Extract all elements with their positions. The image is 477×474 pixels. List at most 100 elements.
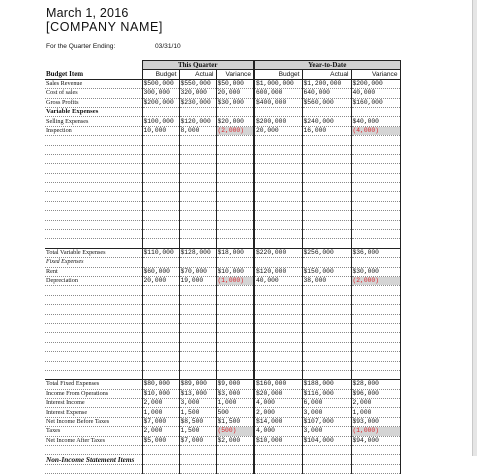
row-value-cell[interactable] — [253, 173, 302, 184]
row-value-cell[interactable]: 1,000 — [141, 407, 179, 418]
row-value-cell[interactable] — [301, 229, 351, 240]
row-value-cell[interactable] — [301, 342, 351, 353]
row-value-cell[interactable] — [178, 145, 216, 155]
row-value-cell[interactable] — [178, 201, 216, 212]
row-value-cell[interactable] — [350, 210, 401, 221]
row-value-cell[interactable]: $9,000 — [215, 379, 254, 390]
row-value-cell[interactable] — [253, 314, 302, 324]
row-value-cell[interactable] — [350, 342, 401, 353]
row-value-cell[interactable]: 320,000 — [178, 88, 216, 99]
row-value-cell[interactable]: 1,500 — [178, 426, 216, 437]
row-label[interactable]: Gross Profits — [45, 98, 142, 108]
row-value-cell[interactable] — [301, 361, 351, 371]
row-label[interactable] — [45, 323, 142, 334]
row-value-cell[interactable] — [301, 351, 351, 362]
row-value-cell[interactable]: 2,000 — [253, 407, 302, 418]
row-value-cell[interactable]: $150,000 — [301, 267, 351, 278]
row-value-cell[interactable]: $550,000 — [178, 79, 216, 90]
row-value-cell[interactable]: $256,000 — [301, 247, 351, 259]
row-label[interactable] — [45, 361, 142, 371]
row-value-cell[interactable]: $107,000 — [301, 417, 351, 428]
row-label[interactable]: Non-Income Statement Items — [45, 454, 142, 465]
row-value-cell[interactable] — [253, 191, 302, 202]
row-value-cell[interactable] — [141, 304, 179, 315]
row-value-cell[interactable] — [215, 163, 254, 174]
row-value-cell[interactable] — [141, 257, 179, 268]
row-value-cell[interactable]: $36,000 — [350, 247, 401, 259]
row-value-cell[interactable] — [253, 220, 302, 231]
row-value-cell[interactable] — [141, 173, 179, 184]
row-value-cell[interactable] — [301, 257, 351, 268]
row-value-cell[interactable]: 40,000 — [253, 276, 302, 287]
row-value-cell[interactable] — [178, 163, 216, 174]
row-value-cell[interactable] — [253, 351, 302, 362]
row-label[interactable]: Fixed Expenses — [45, 257, 142, 268]
row-value-cell[interactable] — [141, 314, 179, 324]
row-value-cell[interactable]: $89,000 — [178, 379, 216, 390]
row-value-cell[interactable] — [141, 135, 179, 146]
row-value-cell[interactable] — [301, 163, 351, 174]
row-value-cell[interactable]: $60,000 — [141, 267, 179, 278]
row-value-cell[interactable]: $160,000 — [350, 98, 401, 108]
row-value-cell[interactable] — [141, 210, 179, 221]
row-label[interactable] — [45, 285, 142, 296]
row-value-cell[interactable] — [350, 351, 401, 362]
row-value-cell[interactable] — [215, 304, 254, 315]
row-value-cell[interactable] — [350, 285, 401, 296]
row-value-cell[interactable]: $1,000,000 — [253, 79, 302, 90]
row-value-cell[interactable] — [301, 314, 351, 324]
row-value-cell[interactable]: 16,000 — [301, 126, 351, 137]
row-value-cell[interactable]: (1,000) — [215, 276, 254, 287]
row-value-cell[interactable] — [253, 135, 302, 146]
row-label[interactable]: Net Income After Taxes — [45, 436, 142, 447]
row-value-cell[interactable] — [141, 285, 179, 296]
row-value-cell[interactable]: $20,000 — [253, 389, 302, 400]
row-value-cell[interactable]: $200,000 — [350, 79, 401, 90]
row-value-cell[interactable] — [253, 257, 302, 268]
row-value-cell[interactable] — [215, 323, 254, 334]
row-value-cell[interactable]: $500,000 — [141, 79, 179, 90]
row-value-cell[interactable] — [350, 445, 401, 456]
row-value-cell[interactable]: 20,000 — [215, 88, 254, 99]
row-value-cell[interactable] — [253, 285, 302, 296]
row-value-cell[interactable] — [301, 107, 351, 118]
row-value-cell[interactable]: $80,000 — [141, 379, 179, 390]
row-value-cell[interactable]: $93,000 — [350, 417, 401, 428]
row-value-cell[interactable] — [178, 173, 216, 184]
row-value-cell[interactable]: 20,000 — [141, 276, 179, 287]
row-value-cell[interactable]: $200,000 — [253, 116, 302, 127]
row-value-cell[interactable] — [215, 454, 254, 465]
row-value-cell[interactable]: $10,000 — [253, 436, 302, 447]
row-value-cell[interactable] — [141, 351, 179, 362]
row-value-cell[interactable] — [215, 210, 254, 221]
row-value-cell[interactable]: (500) — [215, 426, 254, 437]
row-value-cell[interactable] — [350, 107, 401, 118]
row-value-cell[interactable] — [141, 445, 179, 456]
row-value-cell[interactable] — [301, 238, 351, 249]
row-value-cell[interactable]: 38,000 — [301, 276, 351, 287]
row-value-cell[interactable]: $110,000 — [141, 247, 179, 259]
row-value-cell[interactable] — [215, 285, 254, 296]
row-value-cell[interactable] — [178, 107, 216, 118]
row-value-cell[interactable]: 3,000 — [178, 398, 216, 409]
row-value-cell[interactable] — [253, 323, 302, 334]
row-label[interactable] — [45, 210, 142, 221]
row-value-cell[interactable] — [141, 182, 179, 193]
row-value-cell[interactable] — [141, 332, 179, 343]
row-value-cell[interactable] — [215, 107, 254, 118]
row-value-cell[interactable]: $7,000 — [178, 436, 216, 447]
row-value-cell[interactable] — [350, 145, 401, 155]
row-value-cell[interactable] — [350, 182, 401, 193]
row-value-cell[interactable] — [178, 464, 216, 474]
row-value-cell[interactable] — [215, 464, 254, 474]
row-label[interactable]: Total Fixed Expenses — [45, 379, 142, 390]
row-value-cell[interactable] — [215, 361, 254, 371]
row-value-cell[interactable]: 8,000 — [178, 126, 216, 137]
row-value-cell[interactable] — [301, 210, 351, 221]
row-value-cell[interactable] — [178, 351, 216, 362]
row-value-cell[interactable] — [253, 342, 302, 353]
row-label[interactable] — [45, 314, 142, 324]
row-label[interactable]: Cost of sales — [45, 88, 142, 99]
row-value-cell[interactable] — [253, 238, 302, 249]
row-label[interactable]: Total Variable Expenses — [45, 247, 142, 259]
